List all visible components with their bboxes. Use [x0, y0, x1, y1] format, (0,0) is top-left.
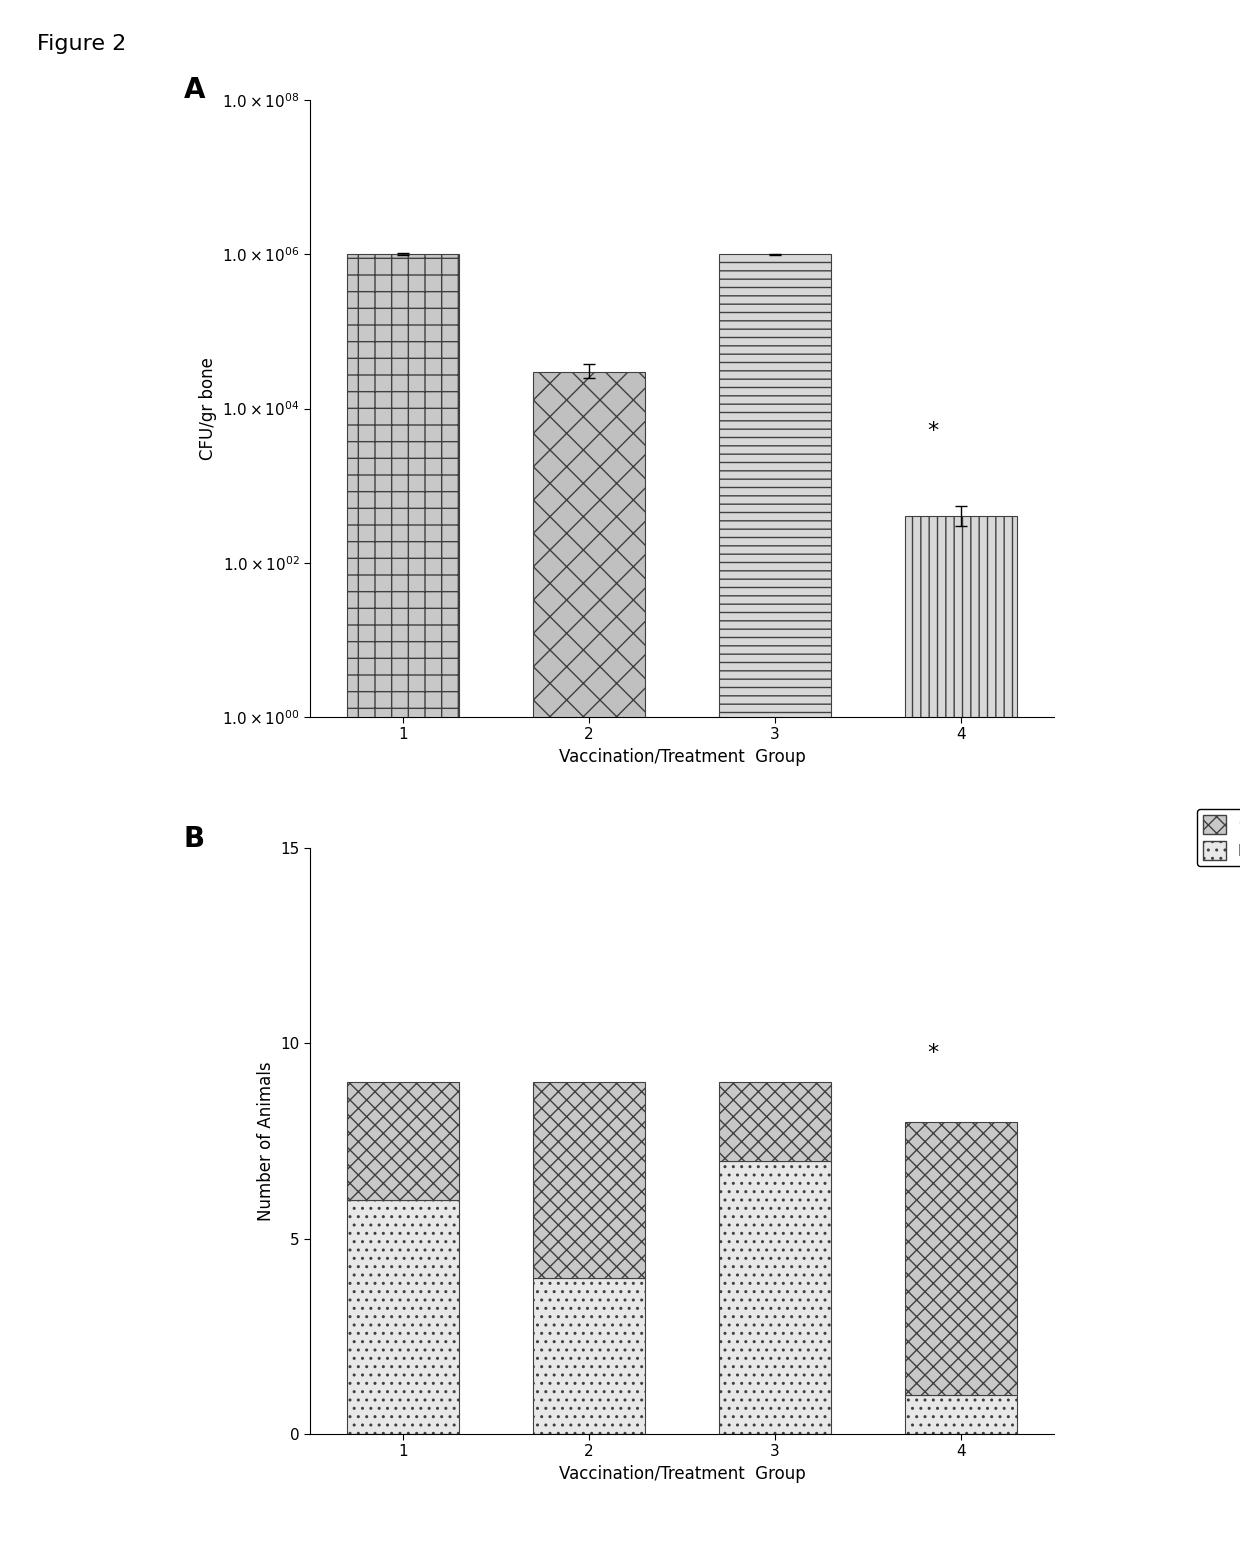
- Text: *: *: [928, 1042, 939, 1062]
- Bar: [533, 1082, 645, 1278]
- Y-axis label: Number of Animals: Number of Animals: [257, 1061, 275, 1221]
- Text: B: B: [184, 825, 205, 853]
- Bar: [533, 1278, 645, 1434]
- X-axis label: Vaccination/Treatment  Group: Vaccination/Treatment Group: [559, 1465, 805, 1483]
- Bar: [905, 1396, 1017, 1434]
- X-axis label: Vaccination/Treatment  Group: Vaccination/Treatment Group: [559, 748, 805, 766]
- Bar: [905, 1121, 1017, 1396]
- Text: *: *: [928, 421, 939, 441]
- Text: A: A: [184, 76, 205, 103]
- Text: Figure 2: Figure 2: [37, 34, 126, 54]
- Legend: Cleared, Infected: Cleared, Infected: [1197, 810, 1240, 867]
- Bar: [533, 372, 645, 1542]
- Bar: [719, 1082, 831, 1161]
- Bar: [719, 1161, 831, 1434]
- Bar: [347, 1082, 459, 1200]
- Bar: [347, 254, 459, 1542]
- Y-axis label: CFU/gr bone: CFU/gr bone: [198, 358, 217, 460]
- Bar: [719, 254, 831, 1542]
- Bar: [347, 1200, 459, 1434]
- Bar: [905, 517, 1017, 1542]
